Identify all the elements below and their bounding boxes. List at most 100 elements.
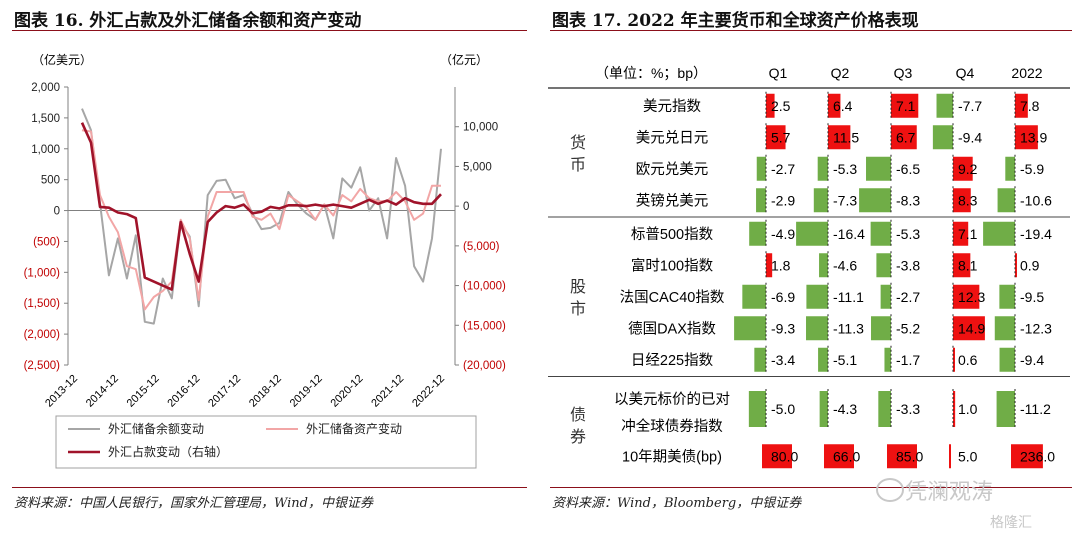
left-tick-label: 0 bbox=[54, 206, 60, 218]
data-bar bbox=[996, 391, 1015, 427]
data-bar bbox=[1015, 93, 1028, 118]
table-header-2: Q3 bbox=[894, 65, 913, 81]
row-label-1-1: 富时100指数 bbox=[631, 256, 714, 274]
data-bar bbox=[953, 221, 969, 246]
data-bar bbox=[754, 347, 766, 372]
legend-label-0: 外汇储备余额变动 bbox=[108, 421, 204, 436]
wechat-icon bbox=[876, 478, 904, 502]
data-label: 13.9 bbox=[1020, 129, 1047, 145]
data-label: 7.1 bbox=[958, 226, 978, 242]
x-tick-label: 2019-12 bbox=[288, 373, 325, 410]
left-tick-label: 1,500 bbox=[31, 113, 60, 125]
x-tick-label: 2021-12 bbox=[369, 373, 406, 410]
data-bar bbox=[756, 188, 766, 213]
data-bar bbox=[806, 316, 828, 341]
data-label: -6.9 bbox=[771, 289, 795, 305]
data-bar bbox=[999, 284, 1015, 309]
data-bar bbox=[1011, 444, 1043, 469]
data-label: 1.0 bbox=[958, 401, 978, 417]
data-label: -11.1 bbox=[833, 289, 864, 305]
right-tick-label: (5,000) bbox=[463, 241, 500, 253]
data-bar bbox=[953, 253, 971, 278]
table-header-1: Q2 bbox=[831, 65, 850, 81]
data-label: 0.6 bbox=[958, 352, 978, 368]
data-bar bbox=[806, 284, 828, 309]
watermark-text: 凭澜观涛 bbox=[905, 480, 994, 505]
data-bar bbox=[876, 253, 891, 278]
data-label: -2.7 bbox=[771, 161, 795, 177]
data-label: -9.4 bbox=[958, 129, 982, 145]
data-label: -10.6 bbox=[1020, 192, 1052, 208]
left-tick-label: (500) bbox=[33, 236, 60, 248]
data-label: -19.4 bbox=[1020, 226, 1052, 242]
right-tick-label: (15,000) bbox=[463, 320, 506, 332]
right-table-chart: （单位：%；bp） Q1 Q2 Q3 Q4 2022 美元指数 2.5 6.4 7.1 -7.7 7.… bbox=[548, 65, 1070, 469]
x-tick-label: 2017-12 bbox=[206, 373, 243, 410]
data-label: 7.1 bbox=[896, 98, 916, 114]
data-bar bbox=[1005, 156, 1015, 181]
data-label: 66.0 bbox=[833, 448, 860, 464]
watermark-sub: 格隆汇 bbox=[990, 515, 1032, 531]
data-label: 8.3 bbox=[958, 192, 978, 208]
data-bar bbox=[866, 156, 891, 181]
right-tick-label: 0 bbox=[463, 201, 469, 213]
data-label: -3.3 bbox=[896, 401, 920, 417]
left-axis-unit: （亿美元） bbox=[32, 52, 92, 67]
data-bar bbox=[949, 444, 951, 469]
left-tick-label: 2,000 bbox=[31, 82, 60, 94]
legend-label-1: 外汇储备资产变动 bbox=[306, 421, 402, 436]
data-label: 5.0 bbox=[958, 448, 978, 464]
data-bar bbox=[824, 444, 854, 469]
table-header-0: Q1 bbox=[769, 65, 788, 81]
data-label: -7.3 bbox=[833, 192, 857, 208]
data-bar bbox=[828, 93, 841, 118]
data-bar bbox=[756, 156, 766, 181]
data-bar bbox=[870, 221, 891, 246]
data-bar bbox=[819, 253, 828, 278]
data-bar bbox=[819, 391, 828, 427]
right-tick-label: (20,000) bbox=[463, 360, 506, 372]
series-line-2 bbox=[80, 122, 442, 291]
right-source-note: 资料来源：Wind，Bloomberg，中银证券 bbox=[552, 496, 802, 511]
data-bar bbox=[997, 188, 1015, 213]
data-label: -3.8 bbox=[896, 257, 920, 273]
data-label: -16.4 bbox=[833, 226, 865, 242]
data-label: -4.6 bbox=[833, 257, 857, 273]
data-bar bbox=[953, 188, 971, 213]
data-label: -11.2 bbox=[1020, 401, 1051, 417]
data-label: 9.2 bbox=[958, 161, 978, 177]
data-bar bbox=[953, 284, 980, 309]
data-label: 6.7 bbox=[896, 129, 916, 145]
data-label: -5.9 bbox=[1020, 161, 1044, 177]
data-label: -2.9 bbox=[771, 192, 795, 208]
data-label: -6.5 bbox=[896, 161, 920, 177]
row-label-2-1: 10年期美债(bp) bbox=[622, 448, 722, 465]
row-label-0-1: 美元兑日元 bbox=[636, 129, 709, 146]
left-title-rule bbox=[12, 30, 527, 31]
right-tick-label: 5,000 bbox=[463, 161, 492, 173]
right-source-rule bbox=[550, 487, 1072, 488]
data-bar bbox=[828, 125, 851, 150]
right-tick-label: 10,000 bbox=[463, 122, 498, 134]
data-label: -8.3 bbox=[896, 192, 920, 208]
data-label: -5.0 bbox=[771, 401, 795, 417]
left-tick-label: (2,000) bbox=[24, 329, 61, 341]
row-label-2-0-b: 冲全球债券指数 bbox=[621, 417, 723, 435]
data-label: 0.9 bbox=[1020, 257, 1040, 273]
row-label-0-0: 美元指数 bbox=[643, 98, 701, 115]
legend-label-2: 外汇占款变动（右轴） bbox=[108, 444, 228, 459]
data-bar bbox=[859, 188, 891, 213]
left-line-chart: （亿美元） （亿元） 2,000 1,500 1,000 500 0 (500) (1,000)… bbox=[24, 52, 506, 469]
legend-box bbox=[55, 415, 477, 469]
data-bar bbox=[734, 316, 766, 341]
data-label: -4.9 bbox=[771, 226, 795, 242]
data-bar bbox=[953, 316, 985, 341]
data-label: 6.4 bbox=[833, 98, 853, 114]
left-tick-label: 1,000 bbox=[31, 144, 60, 156]
data-bar bbox=[878, 391, 891, 427]
data-bar bbox=[817, 156, 828, 181]
data-bar bbox=[766, 253, 773, 278]
data-label: -4.3 bbox=[833, 401, 857, 417]
data-bar bbox=[796, 221, 828, 246]
row-label-1-2: 法国CAC40指数 bbox=[620, 289, 725, 306]
